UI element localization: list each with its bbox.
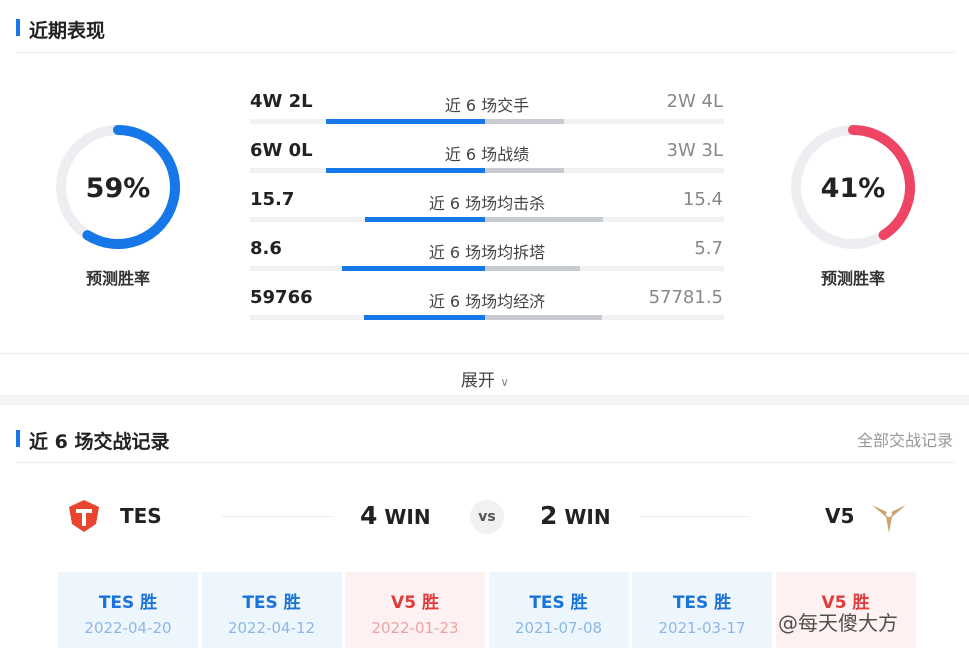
match-card: V5 胜 [775,572,916,648]
bar-right [485,315,602,320]
gauge-value: 59% [86,173,151,204]
match-result: TES 胜 [529,593,588,613]
recent-card: 近期表现 59% 预测胜率 41% 预测胜率 4W 2L 近 6 场交手 2W 4L 6W … [0,0,969,395]
gauge-arc [848,125,915,241]
expand-text: 展开 [460,371,495,391]
divider [0,353,969,354]
match-card: TES 胜 2022-04-12 [201,572,342,648]
match-date: 2022-04-20 [84,619,172,637]
bar-left [363,315,485,320]
right-wins: 2 [540,501,558,530]
section-title: 近期表现 [29,20,106,42]
left-wins: 4 [360,501,378,530]
expand-button[interactable]: 展开 ∨ [461,366,509,391]
bar-left [326,119,485,124]
stat-left: 59766 [250,287,313,308]
v5-logo [872,505,906,533]
match-card: V5 胜 2022-01-23 [345,572,485,648]
divider [16,52,956,53]
vs-badge: vs [470,500,504,534]
tes-logo [69,500,99,532]
chevron: ∨ [500,375,510,389]
stat-label: 近 6 场战绩 [444,145,530,164]
stat-label: 近 6 场场均经济 [428,292,546,311]
stat-right: 3W 3L [666,140,723,161]
match-card: TES 胜 2022-04-20 [58,572,198,648]
stat-right: 57781.5 [648,287,723,308]
win-label: WIN [564,505,611,529]
stat-left: 6W 0L [250,140,313,161]
match-date: 2022-01-23 [371,619,459,637]
gauges: 59% 预测胜率 41% 预测胜率 [56,125,915,288]
team-left: TES [120,504,162,528]
stat-left: 15.7 [250,189,295,210]
bar-right [485,266,580,271]
bar-left [364,217,485,222]
match-card: TES 胜 2021-03-17 [632,572,772,648]
bar-left [326,168,485,173]
stat-label: 近 6 场交手 [444,96,530,115]
bar-right [485,168,565,173]
gauge-label: 预测胜率 [821,269,885,288]
divider [222,516,334,517]
bar-right [485,119,565,124]
match-card: TES 胜 2021-07-08 [488,572,629,648]
match-date: 2021-07-08 [514,619,603,637]
stat-label: 近 6 场场均拆塔 [428,243,546,262]
stat-right: 2W 4L [666,91,723,112]
match-result: TES 胜 [98,593,158,613]
match-result: V5 胜 [391,593,439,613]
title-accent [16,19,20,36]
stat-left: 4W 2L [250,91,313,112]
match-result: TES 胜 [672,593,732,613]
gauge-label: 预测胜率 [86,269,150,288]
stat-right: 5.7 [694,238,723,259]
bar-right [485,217,603,222]
team-right: V5 [825,504,855,528]
all-records-link[interactable]: 全部交战记录 [856,431,953,450]
win-label: WIN [384,505,431,529]
match-result: V5 胜 [821,593,870,613]
title-accent [16,430,20,447]
stat-label: 近 6 场场均击杀 [428,194,546,213]
bar-left [341,266,485,271]
match-date: 2021-03-17 [658,619,746,637]
gauge-value: 41% [821,173,886,204]
stat-right: 15.4 [682,189,723,210]
divider [640,516,750,517]
divider [16,462,956,463]
stat-left: 8.6 [250,238,282,259]
watermark: @每天傻大方 [778,611,898,635]
match-result: TES 胜 [242,593,301,613]
section-title: 近 6 场交战记录 [29,431,170,453]
gauge-arc [82,125,180,249]
match-date: 2022-04-12 [227,619,316,637]
